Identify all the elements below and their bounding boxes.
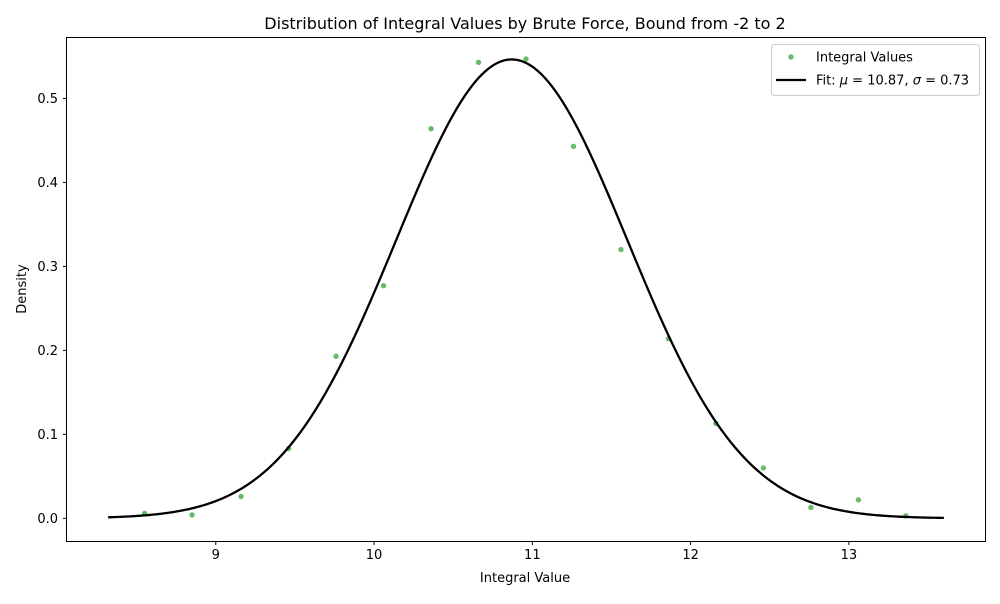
y-tick-label: 0.3	[37, 260, 58, 275]
scatter-point	[808, 504, 814, 511]
scatter-point	[189, 512, 195, 518]
scatter-point	[570, 143, 577, 150]
x-tick-label: 10	[366, 548, 383, 563]
scatter-point	[855, 497, 862, 503]
x-tick-label: 11	[524, 548, 541, 563]
scatter-point	[523, 56, 529, 62]
scatter-point	[238, 493, 244, 500]
x-tick-label: 13	[841, 548, 858, 563]
scatter-point	[475, 59, 482, 66]
chart-title: Distribution of Integral Values by Brute…	[264, 14, 785, 33]
legend-scatter-label: Integral Values	[816, 51, 913, 66]
y-axis: 0.0 0.1 0.2 0.3 0.4 0.5	[37, 92, 67, 527]
legend-fit-label: Fit: μ = 10.87, σ = 0.73	[816, 74, 969, 89]
scatter-point	[618, 246, 624, 253]
plot-area	[108, 56, 944, 520]
y-tick-label: 0.4	[37, 176, 58, 191]
scatter-point	[380, 283, 387, 289]
y-tick-label: 0.1	[37, 428, 58, 443]
plot-frame	[66, 37, 986, 542]
y-tick-label: 0.0	[37, 512, 58, 527]
scatter-point	[333, 353, 339, 359]
x-tick-label: 12	[682, 548, 699, 563]
scatter-point	[760, 465, 767, 471]
scatter-point	[428, 125, 434, 132]
legend-scatter-marker	[788, 54, 794, 60]
x-axis: 9 10 11 12 13	[212, 541, 858, 563]
y-tick-label: 0.5	[37, 92, 58, 107]
y-axis-label: Density	[15, 264, 30, 314]
fit-curve	[108, 58, 944, 520]
x-tick-label: 9	[212, 548, 220, 563]
y-tick-label: 0.2	[37, 344, 58, 359]
legend: Integral Values Fit: μ = 10.87, σ = 0.73	[771, 44, 980, 96]
legend-box	[771, 44, 980, 96]
x-axis-label: Integral Value	[480, 571, 570, 586]
